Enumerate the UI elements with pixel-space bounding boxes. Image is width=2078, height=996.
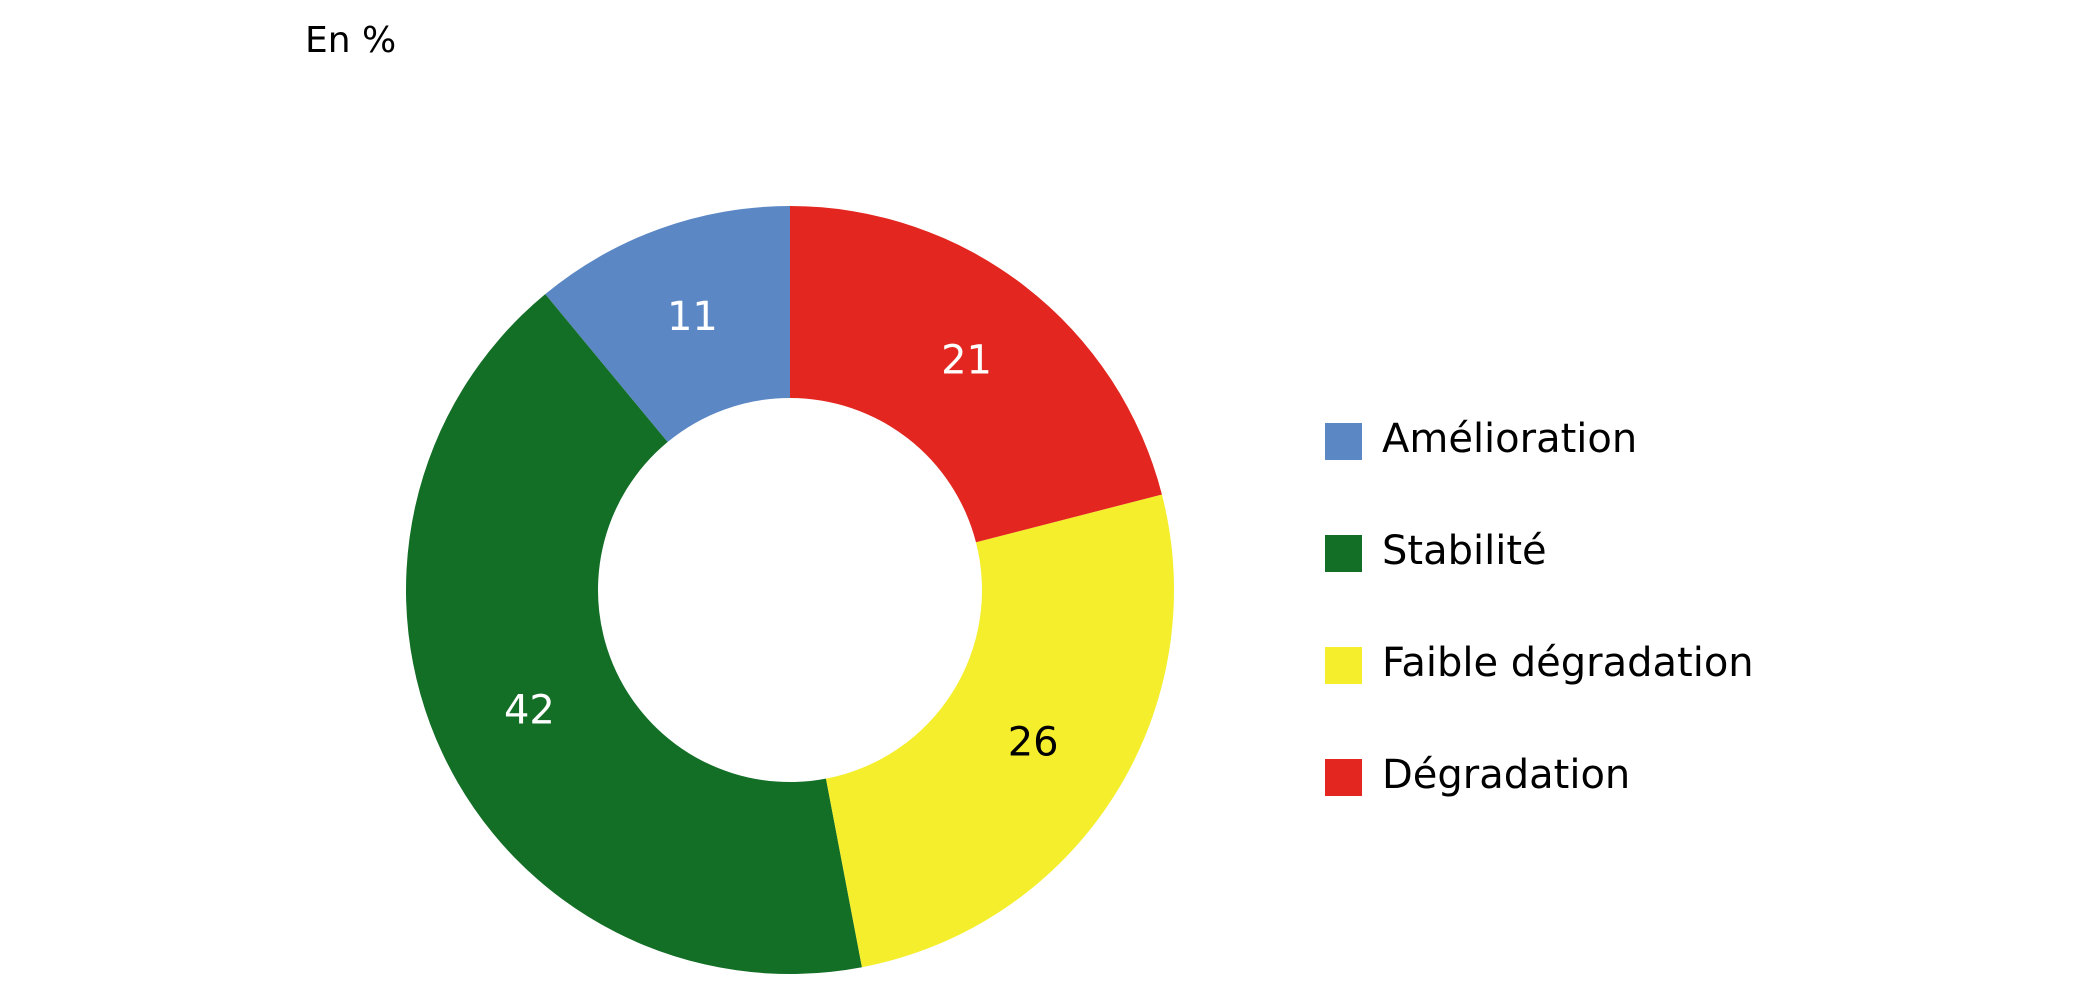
donut-slice	[790, 206, 1162, 543]
value-label: 11	[667, 294, 718, 340]
value-label: 42	[504, 688, 555, 734]
legend-label: Stabilité	[1382, 528, 1547, 574]
value-label: 26	[1008, 719, 1059, 765]
legend-swatch	[1325, 535, 1362, 572]
legend-label: Amélioration	[1382, 416, 1637, 462]
legend-swatch	[1325, 759, 1362, 796]
donut-slice	[545, 206, 790, 443]
chart-title: En %	[305, 20, 396, 61]
value-label: 21	[941, 337, 992, 383]
legend-swatch	[1325, 423, 1362, 460]
donut-slice	[406, 294, 862, 974]
legend-swatch	[1325, 647, 1362, 684]
donut-slice	[825, 494, 1174, 968]
legend-label: Dégradation	[1382, 752, 1630, 798]
legend-label: Faible dégradation	[1382, 640, 1754, 686]
